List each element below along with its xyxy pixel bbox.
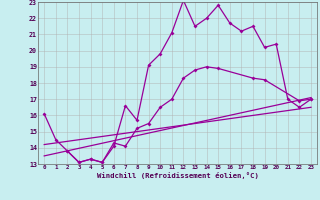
X-axis label: Windchill (Refroidissement éolien,°C): Windchill (Refroidissement éolien,°C) bbox=[97, 172, 259, 179]
